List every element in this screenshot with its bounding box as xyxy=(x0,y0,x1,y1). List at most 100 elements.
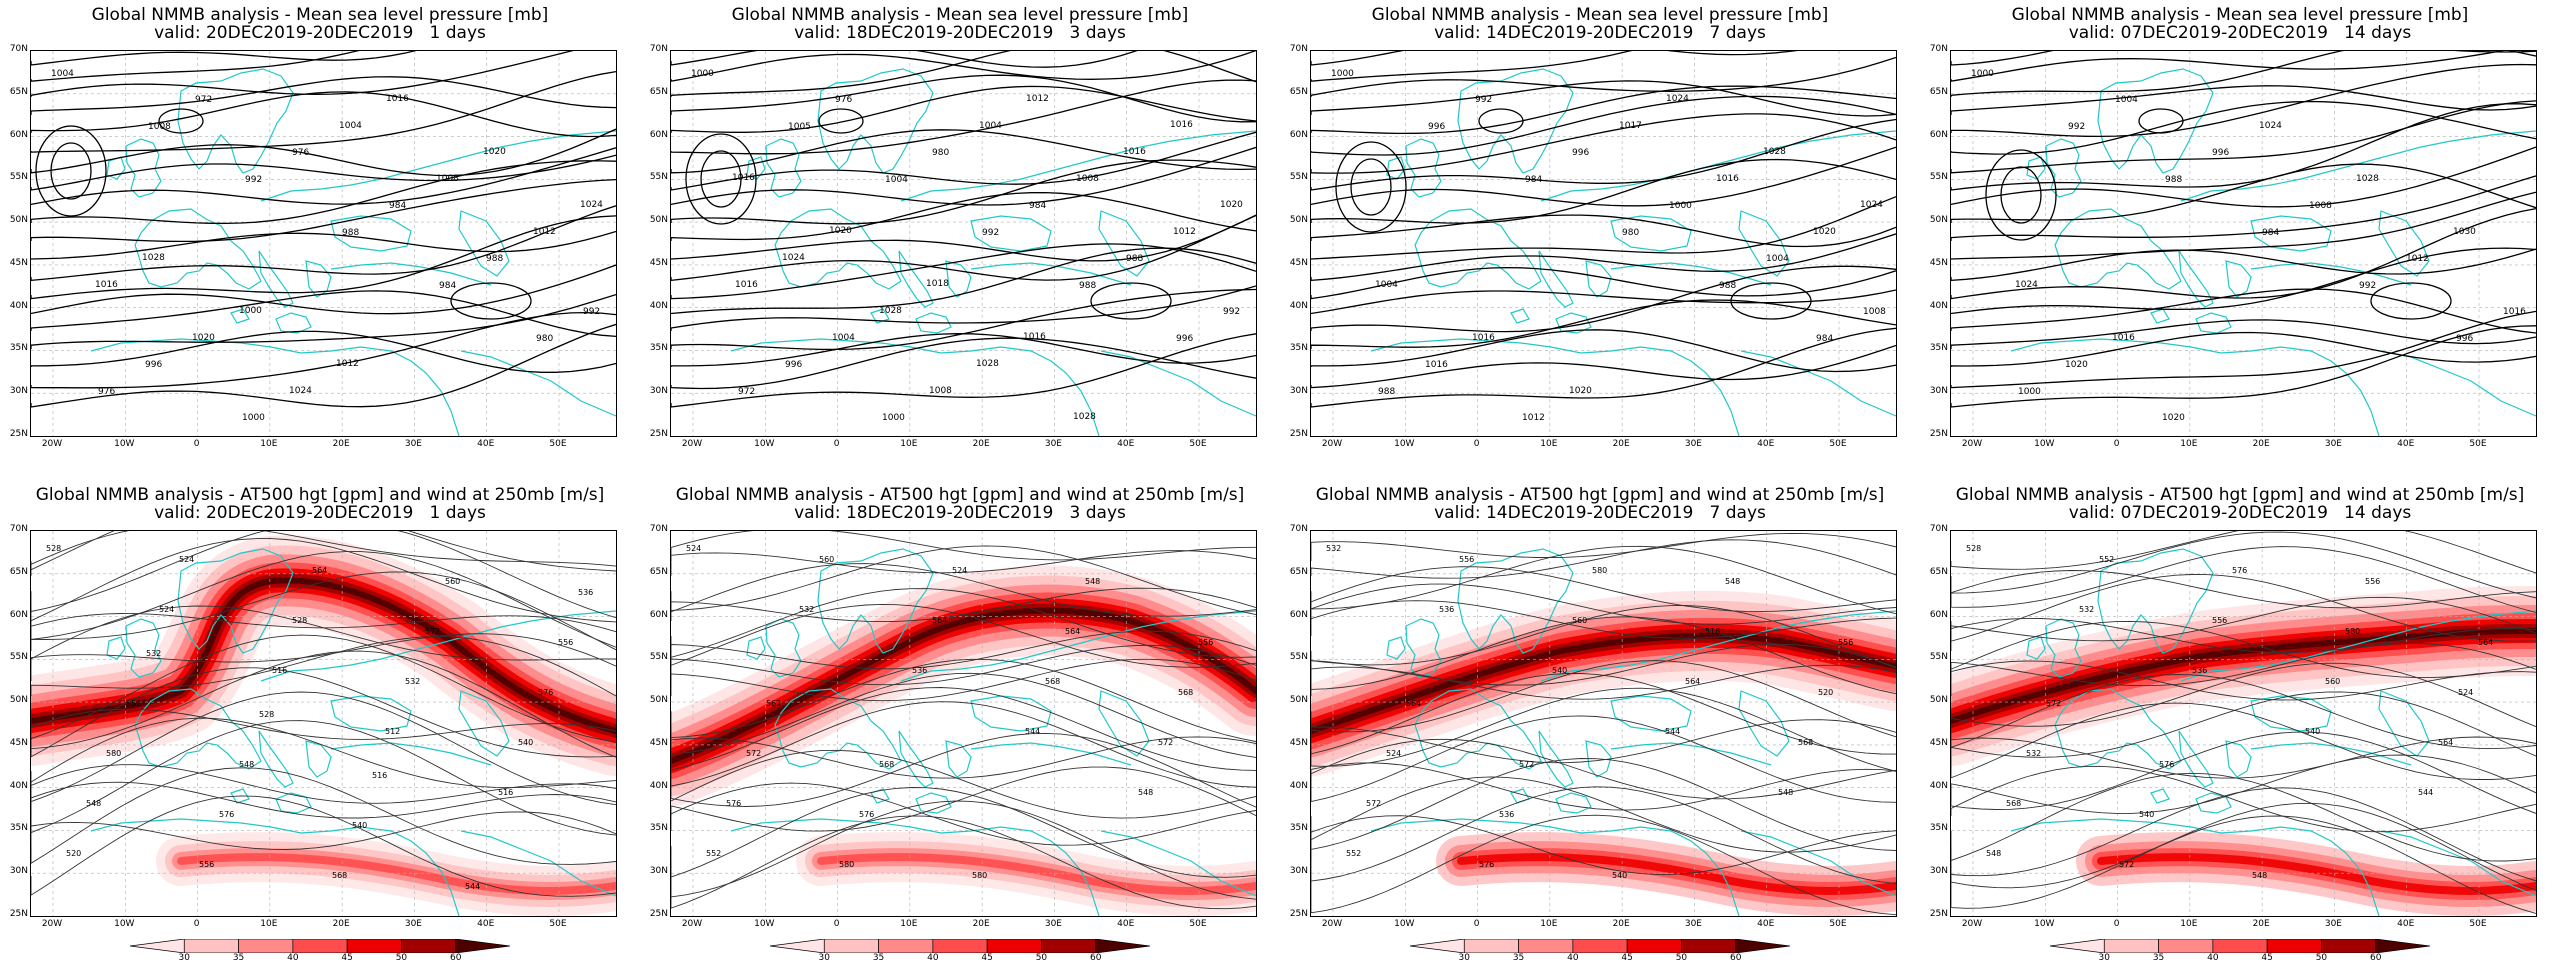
isobar-label: 996 xyxy=(1176,334,1193,344)
height-label: 556 xyxy=(2365,577,2380,586)
height-label: 516 xyxy=(1705,627,1720,636)
height-label: 576 xyxy=(2159,760,2174,769)
height-label: 580 xyxy=(839,860,854,869)
height-label: 576 xyxy=(859,810,874,819)
lon-label: 50E xyxy=(1189,439,1207,449)
isobar-label: 988 xyxy=(1719,281,1736,291)
height-label: 568 xyxy=(2006,799,2021,808)
isobar-label: 996 xyxy=(2212,148,2229,158)
colorbar-swatch xyxy=(986,938,1042,954)
colorbar-swatch xyxy=(129,938,185,954)
isobar-label: 984 xyxy=(1525,175,1542,185)
coastlines xyxy=(1370,548,1896,916)
geopotential-contours: 528 524 516 512 516 520 524 528 532 540 548 556 564 5… xyxy=(31,531,616,897)
isobar-label: 1016 xyxy=(1716,174,1739,184)
lon-label: 40E xyxy=(477,919,495,929)
lon-label: 30E xyxy=(2324,439,2342,449)
isobar-contours: 1000 992 988 984 992 996 1000 1004 996 1008 1012 10… xyxy=(1951,51,2536,423)
lon-label: 10E xyxy=(260,439,278,449)
isobar-label: 1000 xyxy=(882,413,905,423)
colorbar-tick: 30 xyxy=(2098,953,2110,963)
height-label: 548 xyxy=(1725,577,1740,586)
lat-label: 35N xyxy=(1929,343,1948,354)
lat-label: 25N xyxy=(649,909,668,919)
isobar-label: 1028 xyxy=(2356,174,2379,184)
height-label: 548 xyxy=(86,799,101,808)
height-label: 512 xyxy=(385,727,400,736)
height-label: 548 xyxy=(1778,788,1793,797)
wind-colorbar xyxy=(769,938,1151,954)
lat-label: 65N xyxy=(9,566,28,577)
lon-label: 30E xyxy=(1684,439,1702,449)
isobar-label: 1024 xyxy=(2015,280,2038,290)
lon-label: 40E xyxy=(1757,439,1775,449)
isobar-label: 988 xyxy=(486,254,503,264)
isobar-label: 1008 xyxy=(1076,174,1099,184)
colorbar-tick: 30 xyxy=(818,953,830,963)
lat-label: 25N xyxy=(9,429,28,439)
height-label: 524 xyxy=(952,566,967,575)
geopotential-contours: 528 532 536 540 544 548 552 556 560 564 568 572 576 5… xyxy=(1951,531,2536,914)
lon-label: 10W xyxy=(1394,919,1415,929)
isobar-label: 1020 xyxy=(2162,413,2185,423)
height-label: 516 xyxy=(272,666,287,675)
isobar-label: 996 xyxy=(145,360,162,370)
lat-label: 50N xyxy=(9,695,28,706)
isobar-label: 1016 xyxy=(732,173,755,183)
lat-label: 55N xyxy=(649,652,668,663)
height-label: 520 xyxy=(1818,688,1833,697)
height-label: 576 xyxy=(726,799,741,808)
lat-label: 70N xyxy=(9,44,28,54)
height-label: 572 xyxy=(425,627,440,636)
lat-label: 55N xyxy=(1929,172,1948,183)
height-label: 524 xyxy=(179,555,194,564)
isobar-label: 1000 xyxy=(1669,201,1692,211)
height-label: 568 xyxy=(332,871,347,880)
lat-label: 70N xyxy=(649,44,668,54)
lat-label: 30N xyxy=(1289,386,1308,397)
lon-label: 20E xyxy=(332,439,350,449)
panel-valid: valid: 07DEC2019-20DEC2019 14 days xyxy=(2068,23,2412,43)
height-label: 532 xyxy=(799,605,814,614)
map-area: 524 532 536 544 548 552 560 564 568 572 576 580 524 5… xyxy=(670,530,1257,917)
height-label: 572 xyxy=(1366,799,1381,808)
lat-label: 25N xyxy=(1929,909,1948,919)
panel-title: Global NMMB analysis - Mean sea level pr… xyxy=(731,5,1189,25)
height-label: 576 xyxy=(2232,566,2247,575)
isobar-label: 1028 xyxy=(1073,412,1096,422)
lon-label: 20W xyxy=(1321,439,1343,449)
lon-label: 20W xyxy=(41,439,63,449)
height-label: 572 xyxy=(1158,738,1173,747)
lat-label: 65N xyxy=(649,566,668,577)
mslp-panel: Global NMMB analysis - Mean sea level pr… xyxy=(1920,0,2560,480)
lat-label: 35N xyxy=(649,343,668,354)
isobar-label: 1020 xyxy=(829,226,852,236)
lon-label: 10W xyxy=(2034,919,2055,929)
lat-label: 65N xyxy=(9,86,28,97)
isobar-contours: 1000 996 984 980 988 984 988 992 996 1000 1004 1008… xyxy=(1311,51,1896,423)
colorbar-tick: 35 xyxy=(872,953,885,963)
isobar-label: 1016 xyxy=(386,94,409,104)
lat-label: 55N xyxy=(9,652,28,663)
colorbar-tick: 60 xyxy=(2369,953,2382,963)
gridlines xyxy=(671,51,1256,436)
colorbar-swatch xyxy=(1626,938,1682,954)
lat-label: 40N xyxy=(1929,780,1948,791)
height-label: 556 xyxy=(558,638,573,647)
lat-label: 35N xyxy=(9,823,28,834)
lat-label: 50N xyxy=(649,695,668,706)
lat-label: 45N xyxy=(1289,737,1308,748)
height-label: 540 xyxy=(2305,727,2320,736)
lat-label: 60N xyxy=(1289,609,1308,620)
lat-label: 40N xyxy=(649,300,668,311)
colorbar-swatch xyxy=(455,938,511,954)
isobar-label: 972 xyxy=(195,95,212,105)
colorbar-tick: 50 xyxy=(1675,953,1688,963)
colorbar-swatch xyxy=(2049,938,2105,954)
lat-label: 70N xyxy=(1289,44,1308,54)
lon-label: 20W xyxy=(1321,919,1343,929)
isobar-label: 996 xyxy=(1428,122,1445,132)
lon-label: 30E xyxy=(404,439,422,449)
wind-speed-shading xyxy=(1311,590,1896,916)
lat-label: 60N xyxy=(1929,609,1948,620)
